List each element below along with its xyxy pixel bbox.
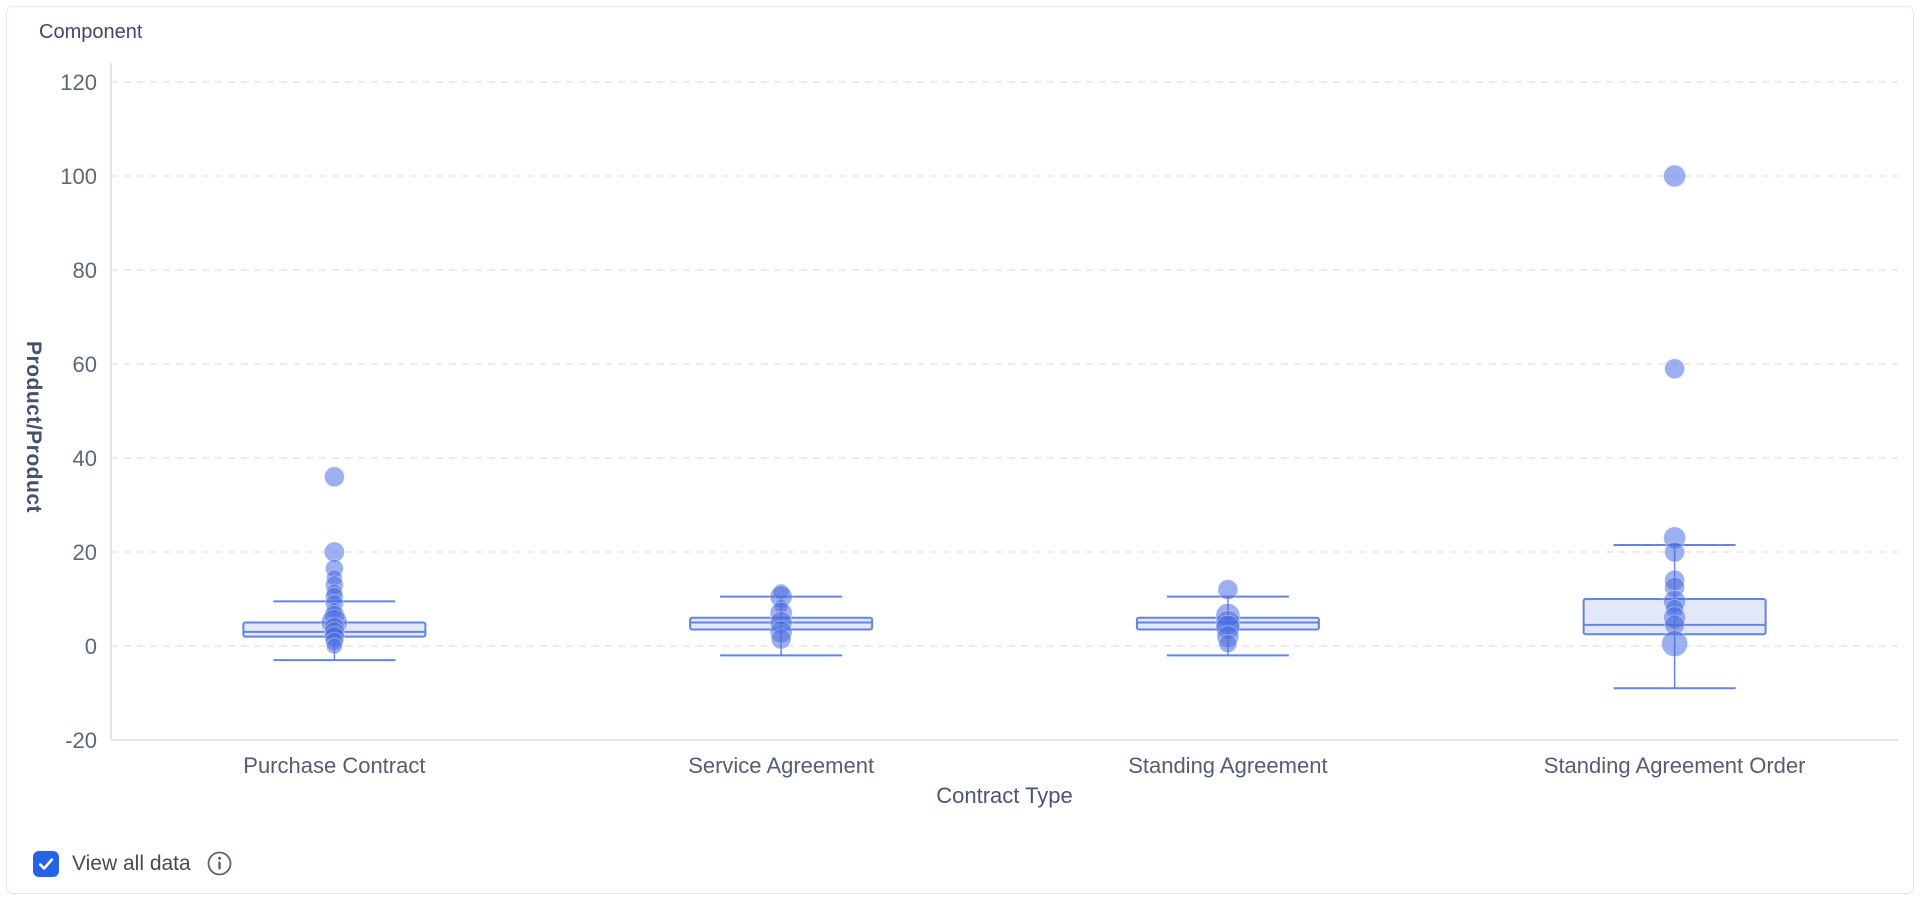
y-tick-120: 120 <box>60 70 97 95</box>
info-icon[interactable] <box>206 850 233 877</box>
box-group-service-agreement <box>689 583 874 657</box>
data-point-standing-agreement-order-0.5[interactable] <box>1661 630 1689 658</box>
y-tick-20: 20 <box>73 540 97 565</box>
box-group-standing-agreement <box>1135 579 1320 657</box>
data-point-purchase-contract-36[interactable] <box>323 466 345 488</box>
y-axis-title: Product/Product <box>22 340 45 514</box>
x-category-label-standing-agreement-order: Standing Agreement Order <box>1544 753 1806 778</box>
chart-controls: View all data <box>33 850 233 877</box>
data-point-standing-agreement-12[interactable] <box>1217 579 1239 601</box>
y-tick-80: 80 <box>73 258 97 283</box>
data-point-purchase-contract-0[interactable] <box>325 637 343 655</box>
view-all-label: View all data <box>72 851 191 875</box>
checkbox-checked-icon[interactable] <box>33 850 59 877</box>
x-axis-title: Contract Type <box>936 783 1073 808</box>
boxplot-chart: -20 0 20 40 60 80 100 120 Purchase Contract Servi… <box>60 63 1898 778</box>
data-point-standing-agreement-order-100[interactable] <box>1663 164 1687 188</box>
y-tick-40: 40 <box>73 446 97 471</box>
box-group-purchase-contract <box>242 466 427 662</box>
y-tick-100: 100 <box>60 164 97 189</box>
data-point-standing-agreement-0.5[interactable] <box>1218 634 1238 654</box>
x-category-label-service-agreement: Service Agreement <box>688 753 874 778</box>
chart-title: Component <box>39 21 143 43</box>
y-tick-0: 0 <box>85 634 97 659</box>
chart-card: Component -20 0 20 40 60 80 100 120 Purchase Con… <box>6 6 1914 894</box>
box-group-standing-agreement-order <box>1582 164 1767 690</box>
view-all-checkbox[interactable]: View all data <box>33 850 191 877</box>
data-point-service-agreement-1.5[interactable] <box>770 628 792 650</box>
data-point-standing-agreement-order-59[interactable] <box>1664 358 1686 380</box>
y-tick--20: -20 <box>65 728 97 753</box>
x-category-label-standing-agreement: Standing Agreement <box>1128 753 1327 778</box>
y-tick-60: 60 <box>73 352 97 377</box>
data-point-standing-agreement-order-20[interactable] <box>1664 541 1686 563</box>
x-category-label-purchase-contract: Purchase Contract <box>243 753 425 778</box>
